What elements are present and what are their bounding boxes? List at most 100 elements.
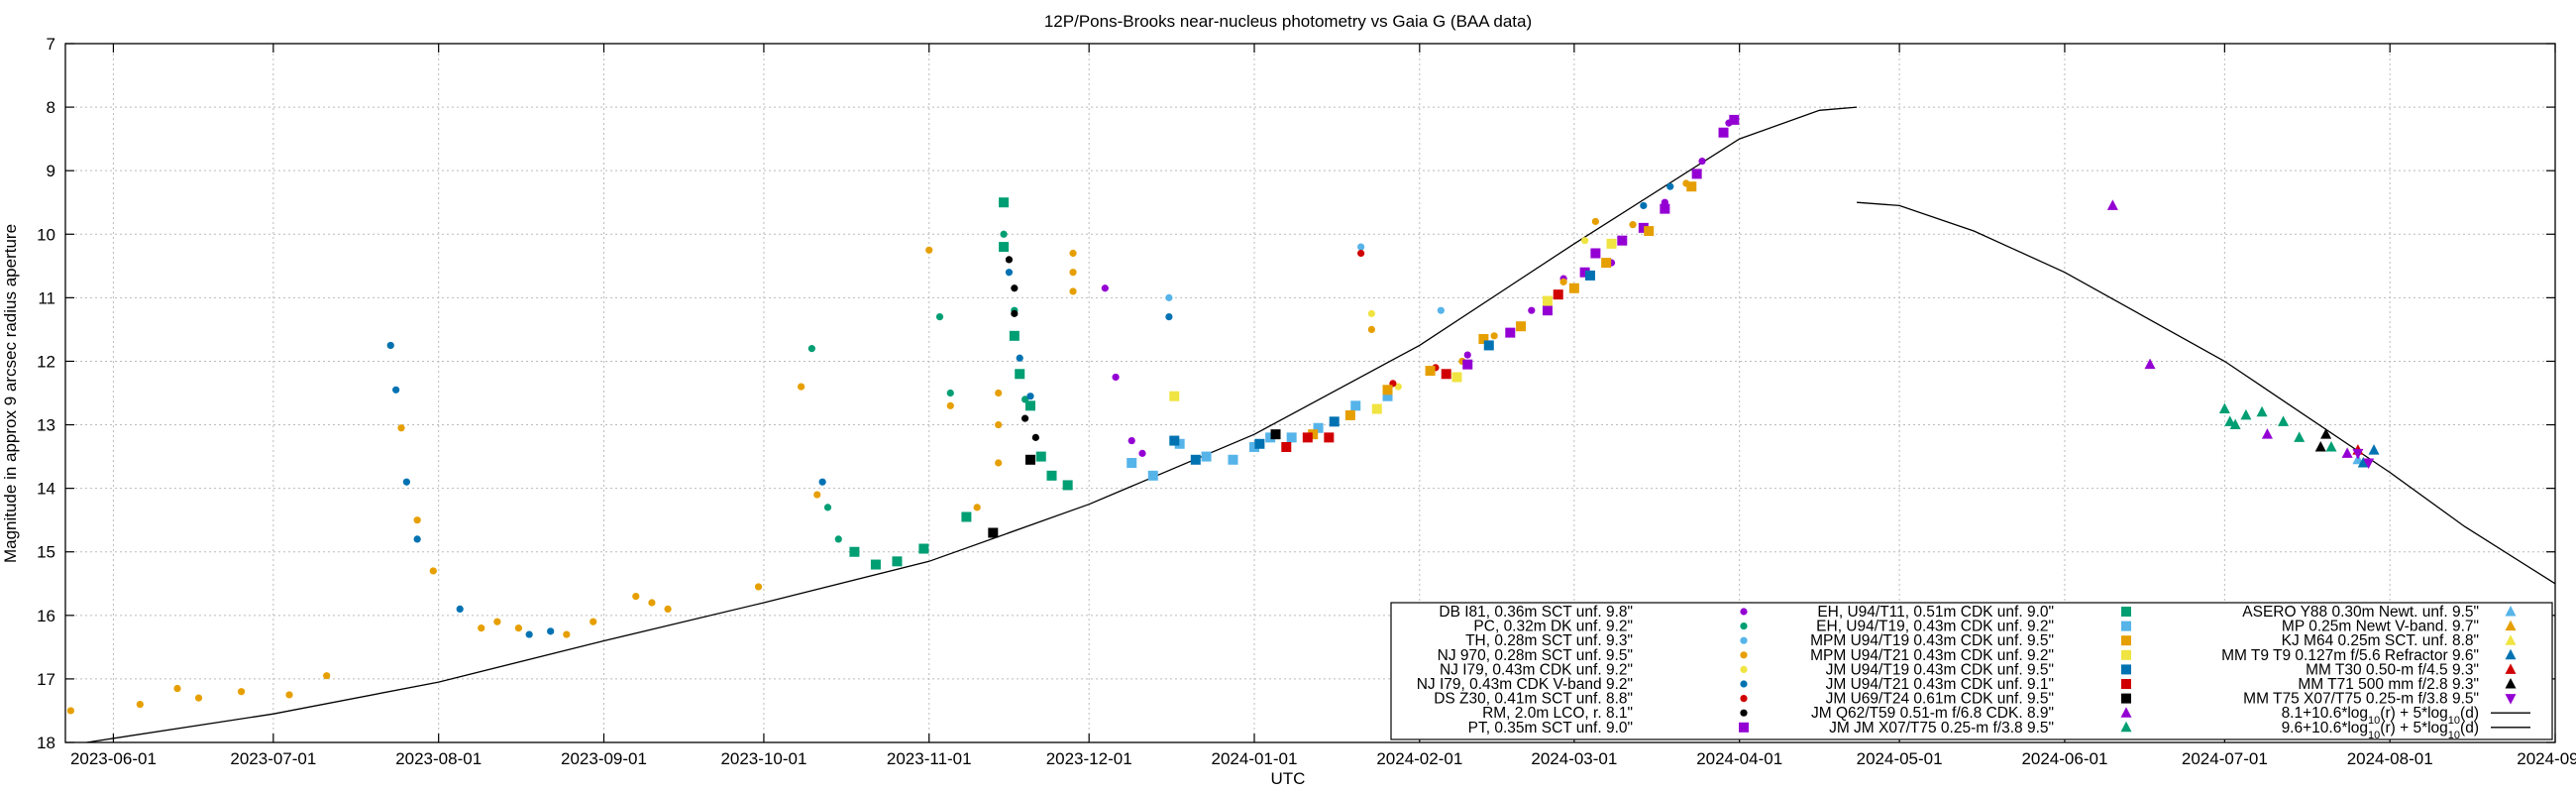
data-point — [1357, 249, 1365, 258]
data-point — [1169, 391, 1180, 401]
legend-label: PT, 0.35m SCT unf. 9.0" — [1468, 720, 1633, 736]
data-point — [2320, 428, 2332, 439]
data-point — [1357, 243, 1365, 251]
data-point — [870, 559, 881, 570]
plot-frame — [64, 43, 2556, 743]
data-point — [1617, 235, 1628, 246]
x-tick-label: 2023-06-01 — [70, 749, 157, 768]
data-point — [995, 459, 1003, 467]
data-point — [925, 246, 933, 254]
data-point — [1024, 400, 1035, 411]
data-point — [1248, 441, 1259, 452]
data-point — [1585, 270, 1596, 281]
data-point — [1425, 366, 1436, 377]
y-tick-label: 17 — [37, 670, 55, 689]
data-point — [1462, 359, 1473, 370]
data-point — [999, 242, 1010, 253]
legend-label: RM, 2.0m LCO, r. 8.1" — [1482, 705, 1633, 722]
data-points — [66, 114, 2380, 715]
data-point — [1015, 369, 1025, 380]
legend-marker — [2120, 707, 2132, 718]
data-point — [807, 345, 815, 353]
legend-label: MM T30 0.50-m f/4.5 9.3" — [2306, 661, 2479, 678]
legend-marker — [2120, 721, 2132, 733]
data-point — [563, 630, 571, 638]
x-tick-label: 2023-12-01 — [1046, 749, 1132, 768]
data-point — [1729, 114, 1740, 125]
legend-marker — [2505, 648, 2517, 660]
data-point — [1367, 325, 1375, 334]
x-tick-label: 2023-08-01 — [395, 749, 482, 768]
y-tick-label: 9 — [47, 162, 55, 180]
y-tick-label: 16 — [37, 607, 55, 625]
x-tick-label: 2023-09-01 — [561, 749, 647, 768]
data-point — [1112, 373, 1120, 382]
data-point — [648, 599, 656, 607]
legend-label: NJ I79, 0.43m CDK unf. 9.2" — [1440, 661, 1633, 678]
data-point — [1394, 383, 1402, 391]
data-point — [1138, 449, 1146, 457]
data-point — [1046, 470, 1057, 481]
data-point — [2256, 405, 2268, 417]
data-point — [590, 618, 597, 625]
formula-part: (r) + 5*log — [2380, 720, 2448, 736]
data-point — [1270, 429, 1281, 440]
data-point — [1666, 182, 1674, 190]
data-point — [1478, 334, 1489, 345]
y-axis-label: Magnitude in approx 9 arcsec radius aper… — [1, 224, 20, 563]
legend-label: MM T9 T9 0.127m f/5.6 Refractor 9.6" — [2221, 647, 2479, 664]
data-point — [1026, 393, 1034, 400]
data-point — [1581, 237, 1589, 245]
data-point — [1686, 181, 1697, 192]
chart-title: 12P/Pons-Brooks near-nucleus photometry … — [1044, 12, 1532, 31]
data-point — [1302, 432, 1313, 443]
data-point — [2294, 431, 2306, 442]
data-point — [918, 543, 929, 554]
data-point — [813, 491, 821, 499]
data-point — [1483, 340, 1494, 351]
data-point — [2363, 458, 2375, 469]
legend-label: DB I81, 0.36m SCT unf. 9.8" — [1439, 604, 1633, 621]
y-tick-label: 15 — [37, 543, 55, 562]
data-point — [2352, 448, 2364, 460]
data-point — [1024, 454, 1035, 465]
data-point — [1069, 287, 1077, 295]
x-tick-label: 2024-04-01 — [1696, 749, 1782, 768]
data-point — [478, 624, 485, 632]
data-point — [323, 672, 331, 680]
data-point — [173, 684, 181, 693]
data-point — [1516, 321, 1527, 332]
data-point — [1201, 451, 1212, 462]
data-point — [1147, 470, 1158, 481]
data-point — [1367, 309, 1375, 317]
data-point — [514, 624, 522, 632]
data-point — [2218, 402, 2230, 414]
axis-ticks: 2023-06-01 2023-07-01 2023-08-01 2023-09-01… — [37, 35, 2576, 768]
legend-label: JM U94/T19 0.43m CDK unf. 9.5" — [1826, 661, 2054, 678]
legend-label: DS Z30, 0.41m SCT unf. 8.8" — [1434, 691, 1633, 708]
data-point — [1069, 269, 1077, 277]
formula-part: 8.1+10.6*log — [2282, 705, 2368, 722]
grid-lines — [65, 44, 2555, 742]
data-point — [632, 592, 640, 601]
x-tick-label: 2023-10-01 — [720, 749, 806, 768]
legend-label: NJ I79, 0.43m CDK V-band 9.2" — [1417, 676, 1633, 693]
data-point — [1579, 267, 1590, 278]
data-point — [392, 386, 400, 394]
legend-marker — [2121, 621, 2131, 631]
x-tick-label: 2024-01-01 — [1212, 749, 1298, 768]
data-point — [849, 546, 860, 557]
legend-label: 8.1+10.6*log10(r) + 5*log10(d) — [2282, 705, 2479, 727]
subscript: 10 — [2368, 715, 2380, 727]
data-point — [1640, 201, 1648, 210]
data-point — [2278, 415, 2290, 426]
data-point — [1382, 391, 1393, 401]
subscript: 10 — [2448, 730, 2460, 741]
data-point — [1329, 416, 1340, 427]
data-point — [1035, 451, 1046, 462]
data-point — [136, 700, 144, 709]
x-tick-label: 2024-08-01 — [2347, 749, 2433, 768]
data-point — [1021, 414, 1029, 422]
data-point — [1265, 432, 1276, 443]
data-point — [1324, 432, 1335, 443]
